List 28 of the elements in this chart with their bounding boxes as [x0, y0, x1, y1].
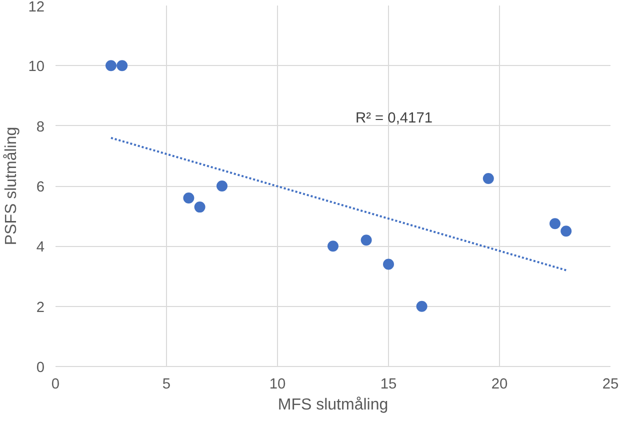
- y-axis-title: PSFS slutmåling: [3, 126, 20, 246]
- y-tick-label: 8: [36, 119, 45, 136]
- annotation: R² = 0,4171: [356, 110, 432, 126]
- point: [560, 226, 572, 237]
- point: [194, 202, 206, 213]
- y-tick-label: 0: [36, 360, 45, 376]
- y-tick-label: 12: [28, 0, 45, 16]
- x-tick-label: 10: [269, 376, 286, 392]
- point: [550, 218, 560, 230]
- y-tick-label: 10: [28, 59, 45, 76]
- point: [360, 234, 372, 246]
- point: [328, 240, 338, 252]
- x-axis-title: MFS slutmåling: [278, 396, 388, 414]
- point: [216, 180, 228, 192]
- y-tick-label: 2: [36, 300, 45, 316]
- x-tick-label: 15: [380, 376, 397, 392]
- point: [482, 172, 494, 184]
- point: [183, 192, 194, 204]
- point: [116, 60, 128, 72]
- x-tick-label: 5: [162, 376, 171, 392]
- x-tick-label: 25: [602, 376, 619, 392]
- x-tick-label: 20: [491, 376, 508, 392]
- y-tick-label: 4: [36, 240, 45, 256]
- y-tick-label: 6: [36, 180, 45, 196]
- point: [383, 258, 394, 270]
- x-tick-label: 0: [51, 376, 60, 392]
- point: [106, 60, 116, 72]
- point: [416, 300, 428, 312]
